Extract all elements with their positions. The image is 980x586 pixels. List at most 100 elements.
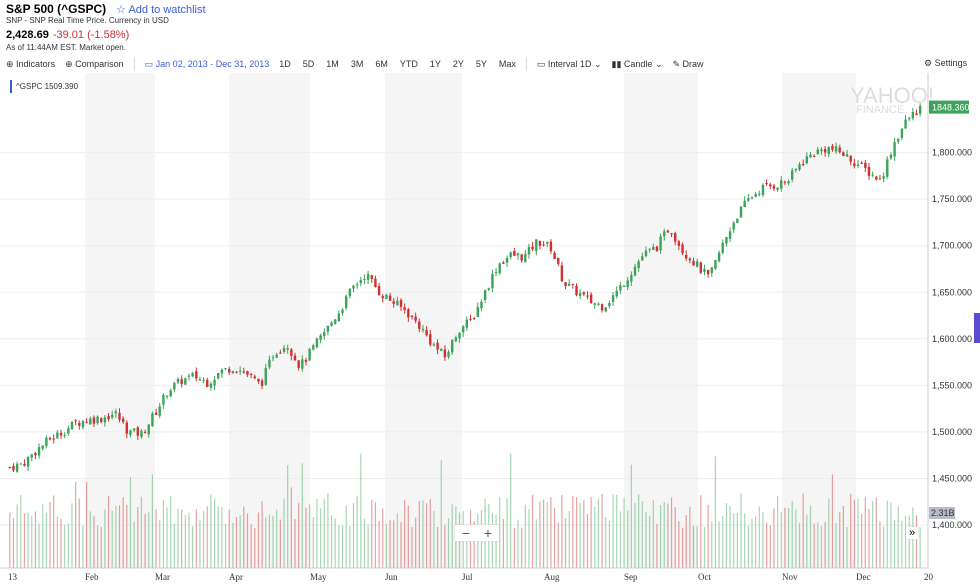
volume-bar xyxy=(776,496,779,568)
candle-body xyxy=(271,357,275,359)
interval-dropdown[interactable]: ▭ Interval 1D ⌄ xyxy=(536,58,602,69)
indicators-button[interactable]: ⊕ Indicators xyxy=(6,58,56,69)
zoom-out-button[interactable]: − xyxy=(461,525,471,541)
candle-body xyxy=(396,300,399,306)
candle-body xyxy=(217,373,220,379)
x-tick-label: 20 xyxy=(924,572,934,582)
volume-bar xyxy=(550,496,552,568)
volume-bar xyxy=(557,522,559,568)
price-chart[interactable]: 1,400.000 1,450.000 1,500.000 1,550.000 1,60… xyxy=(0,73,980,586)
candle-body xyxy=(242,371,246,373)
volume-bar xyxy=(374,502,377,568)
month-band xyxy=(85,73,155,568)
volume-bar xyxy=(34,511,37,568)
volume-bar xyxy=(349,525,351,568)
volume-bar xyxy=(681,527,684,568)
range-2y[interactable]: 2Y xyxy=(452,59,464,69)
volume-bar xyxy=(360,453,362,568)
range-1m[interactable]: 1M xyxy=(326,59,339,69)
range-5d[interactable]: 5D xyxy=(302,59,315,69)
candle-body xyxy=(48,437,52,440)
candle-body xyxy=(717,252,721,262)
zoom-in-button[interactable]: + xyxy=(483,525,493,541)
candle-body xyxy=(626,280,629,287)
add-to-watchlist-link[interactable]: ☆ Add to watchlist xyxy=(116,4,206,16)
candle-body xyxy=(158,406,161,416)
date-range-button[interactable]: ▭ Jan 02, 2013 - Dec 31, 2013 xyxy=(144,58,270,69)
volume-bar xyxy=(579,502,581,568)
draw-button[interactable]: ✎ Draw xyxy=(672,58,704,69)
candle-body xyxy=(838,147,841,153)
scroll-right-button[interactable]: » xyxy=(906,527,919,539)
volume-bar xyxy=(473,521,475,568)
candle-body xyxy=(491,273,494,289)
candle-body xyxy=(904,119,907,129)
star-icon: ☆ xyxy=(116,4,129,16)
volume-bar xyxy=(378,520,380,568)
candle-body xyxy=(319,335,322,340)
volume-bar xyxy=(254,527,256,568)
candle-body xyxy=(505,258,509,263)
price: 2,428.69 xyxy=(6,29,49,41)
range-ytd[interactable]: YTD xyxy=(399,59,418,69)
volume-bar xyxy=(670,497,673,568)
candle-body xyxy=(480,301,483,309)
x-tick-label: Oct xyxy=(698,572,711,582)
volume-bar xyxy=(543,499,545,568)
volume-bar xyxy=(133,521,135,568)
candle-body xyxy=(604,307,607,312)
range-1d[interactable]: 1D xyxy=(279,59,291,69)
candle-body xyxy=(132,428,136,431)
y-tick-label: 1,400.000 xyxy=(932,520,972,530)
month-band xyxy=(385,73,462,568)
volume-bar xyxy=(436,526,439,568)
candle-body xyxy=(410,315,414,317)
range-3m[interactable]: 3M xyxy=(350,59,364,69)
comparison-button[interactable]: ⊕ Comparison xyxy=(65,58,124,69)
x-tick-label: Apr xyxy=(229,572,243,582)
volume-bar xyxy=(371,499,373,568)
candle-body xyxy=(641,256,644,261)
candle-body xyxy=(714,259,717,269)
month-band xyxy=(624,73,698,568)
candle-body xyxy=(853,163,856,167)
volume-bar xyxy=(495,514,497,568)
volume-bar xyxy=(861,513,863,568)
volume-bar xyxy=(535,519,537,568)
candle-body xyxy=(809,154,812,158)
chart-type-dropdown[interactable]: ▮▮ Candle ⌄ xyxy=(611,58,663,69)
candle-body xyxy=(286,348,289,350)
volume-bar xyxy=(711,521,713,568)
y-tick-label: 1,550.000 xyxy=(932,380,972,390)
volume-bar xyxy=(919,527,921,568)
candle-body xyxy=(487,288,490,290)
volume-bar xyxy=(627,510,629,568)
volume-bar xyxy=(806,514,808,568)
candle-body xyxy=(465,319,469,328)
y-tick-label: 1,750.000 xyxy=(932,194,972,204)
volume-bar xyxy=(575,497,578,568)
volume-bar xyxy=(795,509,797,568)
volume-bar xyxy=(751,518,753,568)
range-buttons: 1D 5D 1M 3M 6M YTD 1Y 2Y 5Y Max xyxy=(279,59,516,69)
range-1y[interactable]: 1Y xyxy=(429,59,441,69)
volume-bar xyxy=(184,514,186,568)
volume-bar xyxy=(415,517,417,568)
volume-bar xyxy=(312,517,314,568)
range-6m[interactable]: 6M xyxy=(375,59,388,69)
candle-body xyxy=(483,290,487,301)
range-5y[interactable]: 5Y xyxy=(475,59,487,69)
last-price-tag xyxy=(929,100,969,114)
x-tick-label: Mar xyxy=(155,572,170,582)
volume-bar xyxy=(56,516,58,568)
chart-toolbar: ⊕ Indicators ⊕ Comparison ▭ Jan 02, 2013… xyxy=(6,56,976,72)
candle-body xyxy=(761,184,765,196)
candle-body xyxy=(74,420,77,422)
volume-bar xyxy=(568,511,570,568)
candle-body xyxy=(772,185,776,189)
range-max[interactable]: Max xyxy=(498,59,516,69)
candle-body xyxy=(494,272,498,274)
candle-body xyxy=(747,198,750,201)
settings-button[interactable]: ⚙ Settings xyxy=(924,58,968,68)
candle-body xyxy=(374,278,377,288)
